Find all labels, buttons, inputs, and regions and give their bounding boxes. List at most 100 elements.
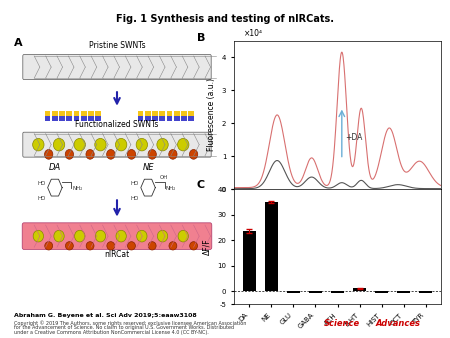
Bar [152, 116, 158, 121]
Text: HO: HO [130, 181, 139, 186]
Text: DA: DA [49, 163, 61, 172]
Bar [81, 111, 86, 116]
Ellipse shape [116, 139, 127, 151]
Bar [138, 111, 144, 116]
FancyBboxPatch shape [23, 54, 211, 79]
Bar [375, 291, 388, 293]
Text: for the Advancement of Science. No claim to original U.S. Government Works. Dist: for the Advancement of Science. No claim… [14, 325, 234, 330]
Ellipse shape [54, 230, 64, 242]
Bar [73, 116, 79, 121]
Text: C: C [197, 180, 205, 190]
Ellipse shape [75, 230, 85, 242]
Bar [81, 116, 86, 121]
FancyBboxPatch shape [23, 132, 211, 157]
Text: Science: Science [324, 319, 360, 329]
Bar [419, 291, 432, 293]
Ellipse shape [45, 149, 53, 159]
Ellipse shape [127, 149, 135, 159]
FancyBboxPatch shape [22, 223, 212, 249]
Bar [189, 111, 194, 116]
Bar [331, 291, 344, 293]
Text: +DA: +DA [345, 133, 363, 142]
Bar [88, 111, 94, 116]
Bar [95, 111, 101, 116]
Text: HO: HO [130, 196, 139, 201]
Text: nIRCat: nIRCat [104, 250, 130, 259]
Bar [145, 111, 151, 116]
Bar [152, 111, 158, 116]
Ellipse shape [148, 149, 156, 159]
Text: NH₂: NH₂ [166, 186, 176, 191]
Ellipse shape [107, 149, 115, 159]
Bar [95, 116, 101, 121]
Ellipse shape [86, 242, 94, 250]
Bar [309, 291, 322, 293]
Bar [73, 111, 79, 116]
Bar [166, 116, 172, 121]
Bar [397, 291, 410, 293]
Bar [66, 116, 72, 121]
Ellipse shape [127, 242, 135, 250]
Ellipse shape [116, 230, 126, 242]
Text: Advances: Advances [376, 319, 421, 329]
Ellipse shape [74, 139, 86, 151]
Text: HO: HO [37, 181, 46, 186]
Ellipse shape [148, 242, 156, 250]
Bar [159, 116, 165, 121]
Bar [181, 111, 187, 116]
Text: NH₂: NH₂ [72, 186, 83, 191]
Text: OH: OH [159, 175, 168, 180]
Bar [145, 116, 151, 121]
Ellipse shape [189, 149, 198, 159]
Text: A: A [14, 38, 22, 48]
Bar [189, 116, 194, 121]
Ellipse shape [169, 242, 177, 250]
Bar [174, 111, 180, 116]
Ellipse shape [33, 230, 44, 242]
Ellipse shape [86, 149, 94, 159]
Ellipse shape [158, 230, 168, 242]
Ellipse shape [189, 242, 198, 250]
Bar [59, 116, 65, 121]
Text: Pristine SWNTs: Pristine SWNTs [89, 41, 145, 50]
Bar [287, 291, 300, 293]
Text: B: B [197, 33, 205, 43]
Bar [88, 116, 94, 121]
Y-axis label: ΔF/F: ΔF/F [203, 238, 212, 255]
Bar [353, 288, 366, 291]
Text: under a Creative Commons Attribution NonCommercial License 4.0 (CC BY-NC).: under a Creative Commons Attribution Non… [14, 330, 208, 335]
Bar [66, 111, 72, 116]
Ellipse shape [95, 230, 106, 242]
Ellipse shape [95, 139, 106, 151]
Bar [138, 116, 144, 121]
Bar [52, 116, 58, 121]
Ellipse shape [65, 149, 73, 159]
Text: Functionalized SWNTs: Functionalized SWNTs [75, 120, 159, 129]
Ellipse shape [137, 230, 147, 242]
Bar [181, 116, 187, 121]
Bar [265, 202, 278, 291]
Ellipse shape [178, 230, 189, 242]
Bar [174, 116, 180, 121]
Text: ×10⁴: ×10⁴ [244, 29, 263, 38]
Bar [52, 111, 58, 116]
Ellipse shape [178, 139, 189, 151]
Ellipse shape [169, 149, 177, 159]
X-axis label: Wavelength (nm): Wavelength (nm) [305, 209, 370, 217]
Ellipse shape [157, 139, 168, 151]
Y-axis label: Fluorescence (a.u.): Fluorescence (a.u.) [207, 78, 216, 151]
Ellipse shape [54, 139, 65, 151]
Bar [45, 111, 50, 116]
Bar [159, 111, 165, 116]
Bar [243, 232, 256, 291]
Bar [166, 111, 172, 116]
Text: Copyright © 2019 The Authors, some rights reserved; exclusive licensee American : Copyright © 2019 The Authors, some right… [14, 320, 246, 326]
Text: HO: HO [37, 196, 46, 201]
Ellipse shape [107, 242, 115, 250]
Text: Abraham G. Beyene et al. Sci Adv 2019;5:eaaw3108: Abraham G. Beyene et al. Sci Adv 2019;5:… [14, 313, 196, 318]
Text: NE: NE [142, 163, 154, 172]
Ellipse shape [136, 139, 148, 151]
Bar [59, 111, 65, 116]
Ellipse shape [45, 242, 53, 250]
Text: Fig. 1 Synthesis and testing of nIRCats.: Fig. 1 Synthesis and testing of nIRCats. [116, 14, 334, 24]
